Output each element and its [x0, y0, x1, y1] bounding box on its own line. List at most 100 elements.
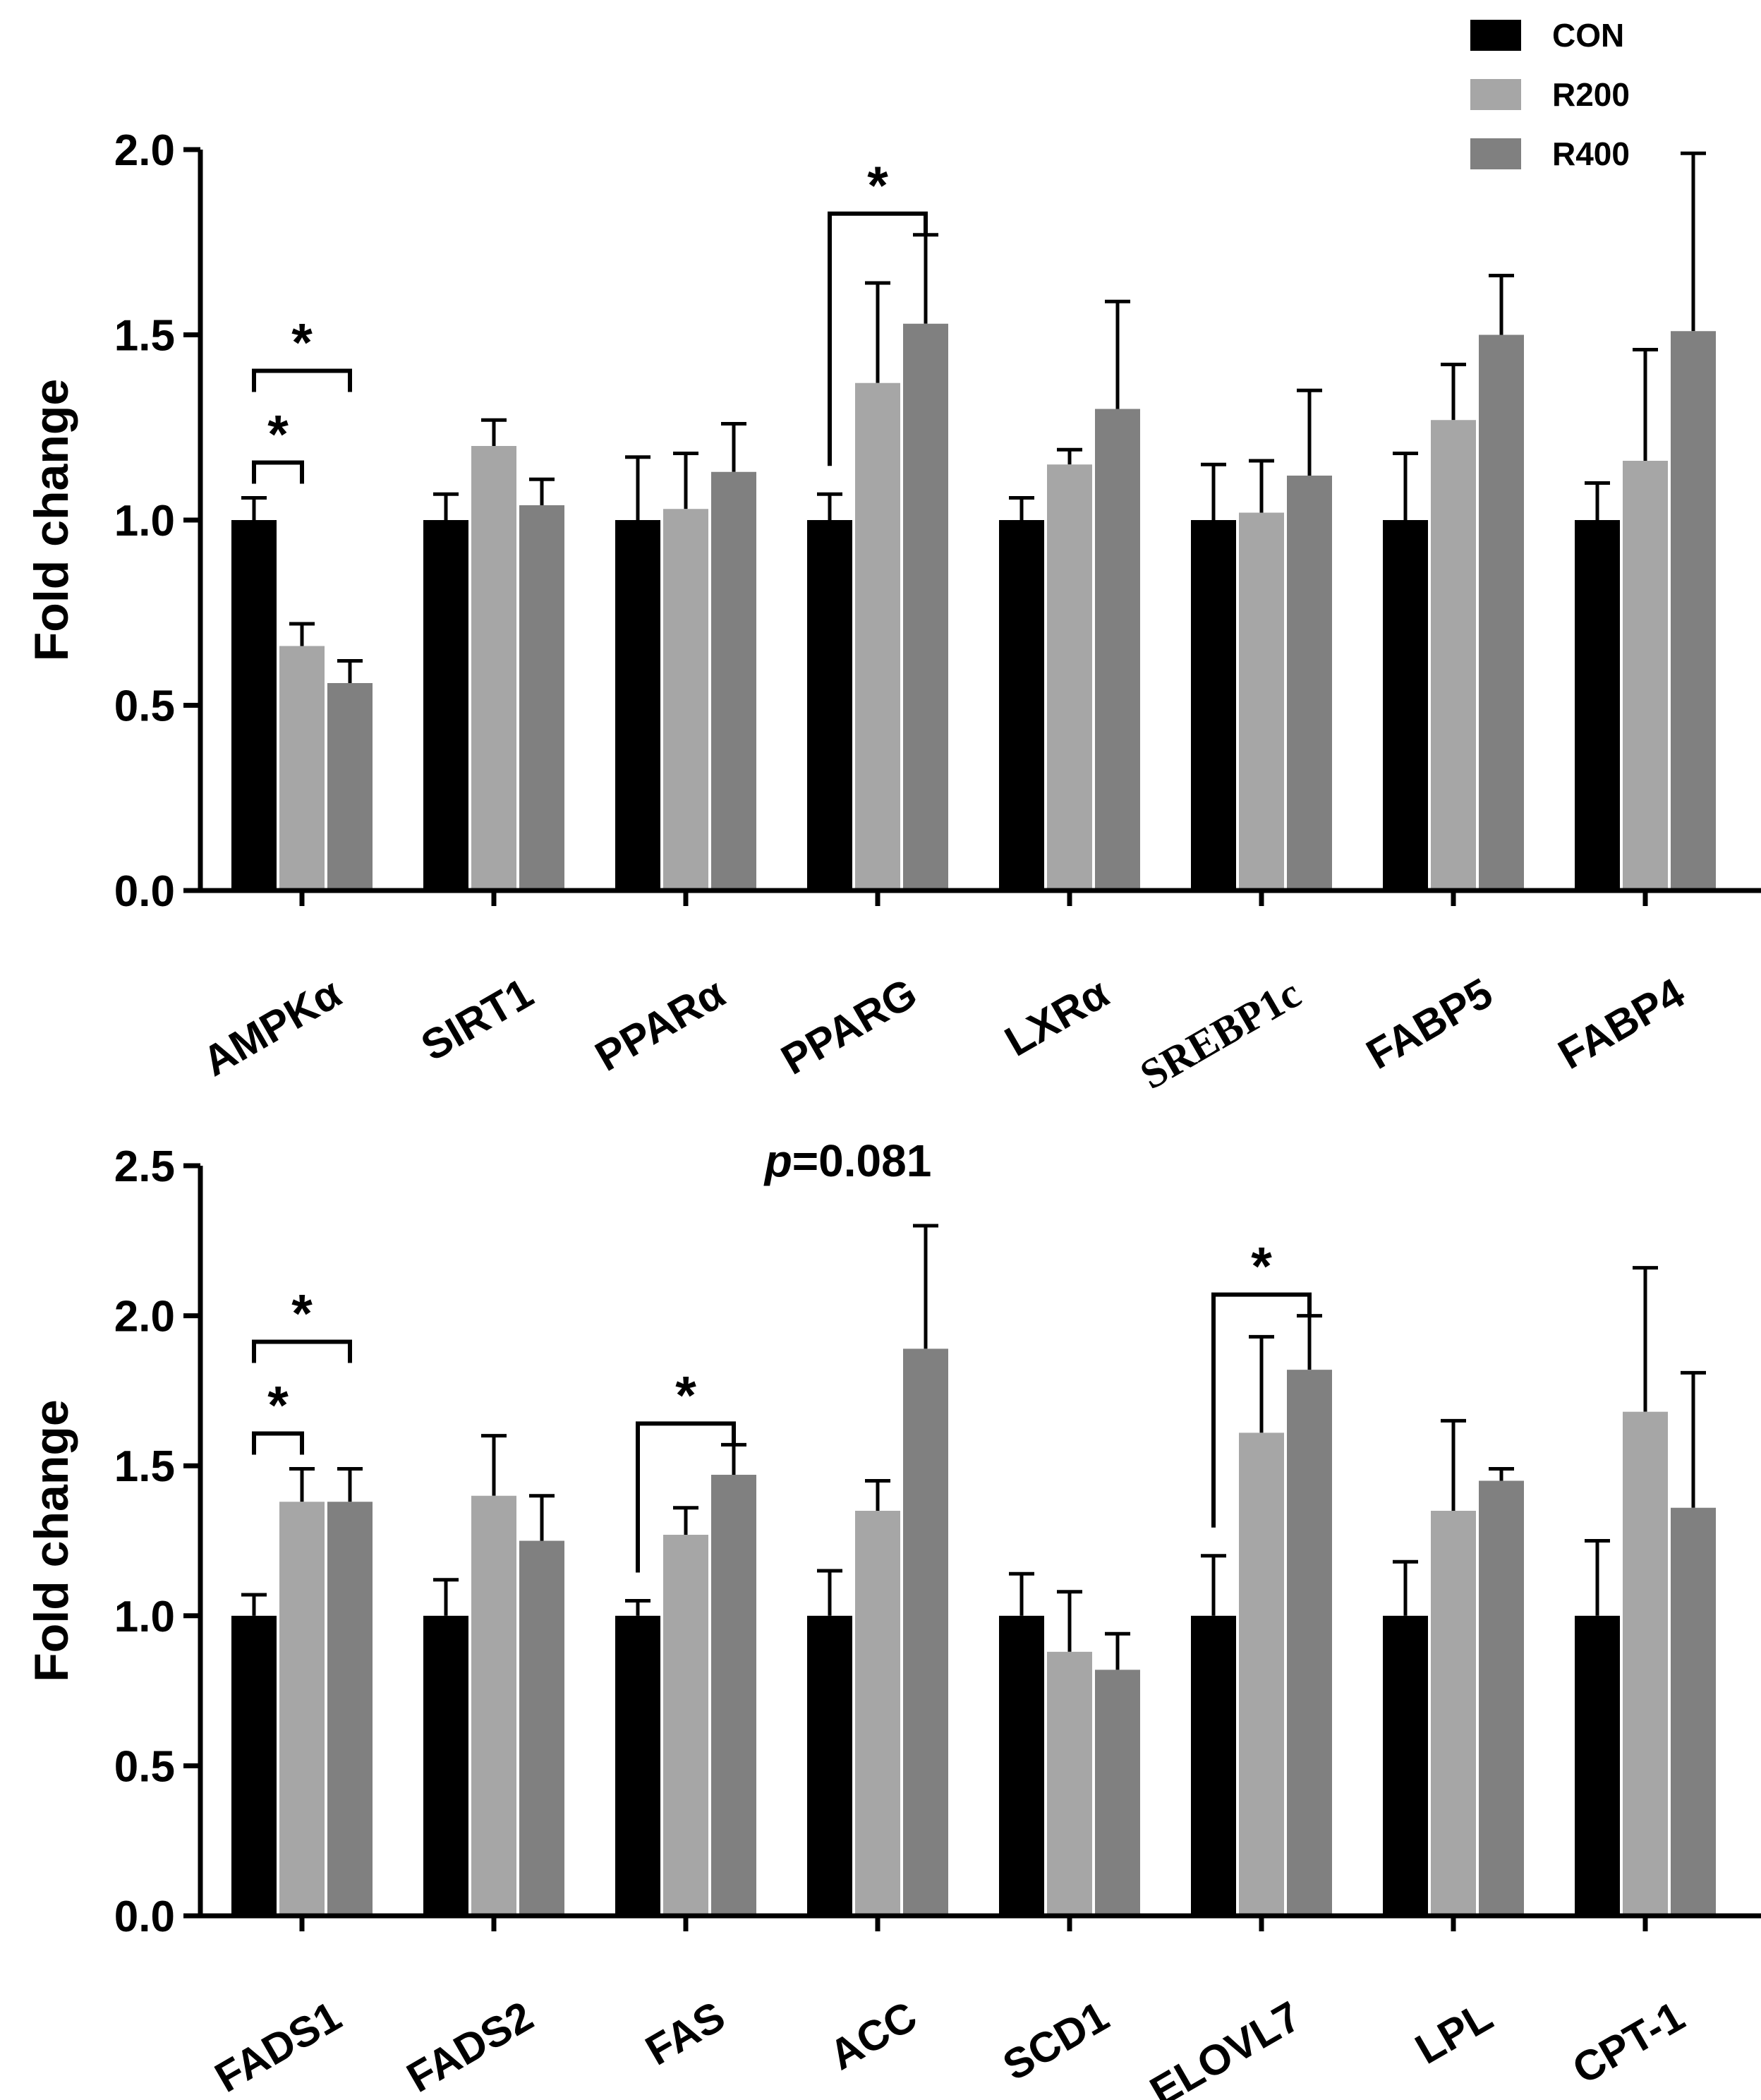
bar-r400	[903, 323, 948, 891]
significance-bracket	[252, 368, 352, 392]
category-label: PPARα	[588, 969, 733, 1080]
bar-r400	[327, 1502, 373, 1916]
category-label: FADS2	[399, 1992, 541, 2100]
bar-r400	[1287, 1370, 1332, 1916]
significance-star: *	[675, 1365, 696, 1425]
category-label: ELOVL7	[1142, 1992, 1309, 2100]
bar-r200	[855, 382, 900, 891]
legend-label: R400	[1552, 135, 1630, 172]
legend: CON R200 R400	[1470, 17, 1630, 172]
p-value-text: =0.081	[792, 1135, 932, 1186]
bar-r400	[327, 683, 373, 891]
bar-r400	[1287, 476, 1332, 891]
bar-r400	[903, 1348, 948, 1916]
category-label: SIRT1	[413, 969, 541, 1070]
bar-con	[423, 520, 468, 891]
bar-con	[231, 520, 277, 891]
bar-con	[1383, 1615, 1428, 1916]
bar-r200	[279, 646, 325, 891]
y-tick-label: 0.5	[114, 1742, 175, 1791]
category-label: PPARG	[773, 969, 924, 1083]
significance-star: *	[291, 313, 313, 373]
y-tick-label: 0.5	[114, 682, 175, 731]
bar-r200	[279, 1502, 325, 1916]
bottom-bar-chart: 0.0 0.5 1.0 1.5 2.0 2.5 Fold change FADS1 FADS2 F…	[25, 1135, 1761, 2100]
bar-r400	[1671, 1507, 1716, 1916]
bar-con	[1191, 520, 1236, 891]
legend-label: R200	[1552, 76, 1630, 113]
y-tick-label: 0.0	[114, 867, 175, 916]
bar-r200	[1623, 461, 1668, 891]
bar-r400	[519, 505, 564, 891]
y-tick-label: 1.0	[114, 1593, 175, 1641]
bar-r200	[1239, 512, 1284, 891]
category-label: AMPKα	[195, 969, 349, 1085]
bar-r400	[1095, 409, 1140, 891]
top-bar-chart: 0.0 0.5 1.0 1.5 2.0 Fold change AMPKα SIRT1 PPAR…	[25, 126, 1761, 1098]
legend-label: CON	[1552, 17, 1624, 54]
bar-con	[999, 1615, 1044, 1916]
bar-r400	[519, 1540, 564, 1916]
bar-r200	[1239, 1432, 1284, 1916]
bar-r200	[471, 1495, 516, 1916]
significance-star: *	[1251, 1237, 1272, 1297]
bar-con	[999, 520, 1044, 891]
bar-con	[231, 1615, 277, 1916]
bar-con	[615, 1615, 660, 1916]
bar-r200	[471, 446, 516, 891]
bar-con	[1191, 1615, 1236, 1916]
y-axis-title: Fold change	[25, 1399, 78, 1682]
category-label: LPL	[1408, 1992, 1501, 2073]
bar-r400	[1479, 1480, 1524, 1916]
significance-star: *	[867, 156, 888, 216]
bar-con	[1383, 520, 1428, 891]
bar-r400	[1671, 331, 1716, 891]
legend-swatch-con	[1470, 20, 1521, 51]
bar-r200	[855, 1510, 900, 1916]
significance-bracket	[828, 211, 928, 466]
bar-r400	[1479, 334, 1524, 891]
p-value-prefix: p	[763, 1135, 792, 1186]
bar-r200	[1431, 1510, 1476, 1916]
y-tick-label: 0.0	[114, 1893, 175, 1941]
bar-con	[615, 520, 660, 891]
category-label: FAS	[638, 1992, 733, 2074]
significance-bracket	[252, 1339, 352, 1363]
category-label: SREBP1c	[1132, 970, 1309, 1098]
significance-star: *	[267, 1375, 289, 1435]
category-label: SCD1	[995, 1992, 1116, 2089]
y-tick-label: 2.0	[114, 1293, 175, 1341]
legend-swatch-r400	[1470, 138, 1521, 169]
y-tick-label: 2.5	[114, 1142, 175, 1191]
bar-r200	[1431, 420, 1476, 891]
bar-r400	[1095, 1670, 1140, 1916]
bar-con	[423, 1615, 468, 1916]
category-label: FABP5	[1359, 969, 1501, 1078]
bar-r200	[663, 1534, 708, 1916]
significance-bracket	[252, 1431, 304, 1455]
bar-r200	[1047, 464, 1092, 891]
significance-star: *	[291, 1284, 313, 1344]
significance-bracket	[252, 460, 304, 484]
bar-r200	[663, 509, 708, 891]
y-axis-title: Fold change	[25, 379, 78, 661]
y-tick-label: 1.5	[114, 312, 175, 361]
category-label: ACC	[821, 1992, 924, 2079]
category-label: FADS1	[207, 1992, 349, 2100]
category-label: LXRα	[997, 969, 1116, 1066]
bar-r400	[711, 1474, 756, 1916]
p-value-label: p=0.081	[763, 1135, 932, 1186]
bar-r200	[1047, 1651, 1092, 1916]
bar-r200	[1623, 1411, 1668, 1916]
significance-bracket	[1211, 1292, 1312, 1528]
category-label: CPT-1	[1565, 1992, 1693, 2093]
bar-con	[807, 1615, 852, 1916]
significance-bracket	[636, 1421, 736, 1573]
category-label: FABP4	[1551, 969, 1693, 1078]
bar-con	[1575, 520, 1620, 891]
bar-con	[1575, 1615, 1620, 1916]
significance-star: *	[267, 405, 289, 465]
y-tick-label: 2.0	[114, 126, 175, 175]
bar-r400	[711, 471, 756, 891]
